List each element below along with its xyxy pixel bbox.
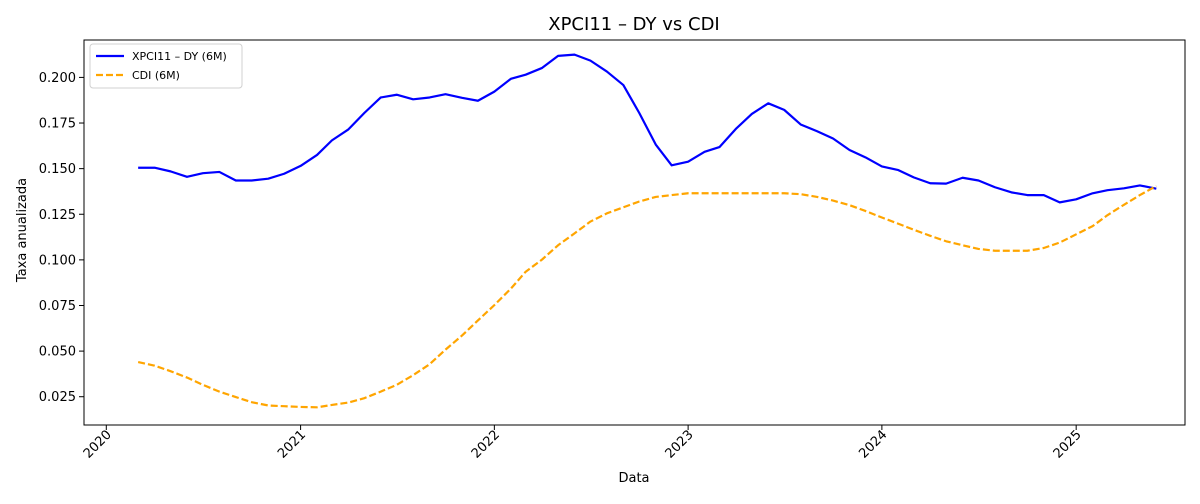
series-line-dy: [138, 53, 1157, 204]
y-tick-label: 0.150: [39, 162, 76, 177]
legend-label: XPCI11 – DY (6M): [132, 50, 227, 63]
y-tick-label: 0.025: [39, 390, 76, 405]
y-tick-label: 0.175: [39, 117, 76, 132]
plot-frame: [83, 39, 1186, 426]
y-tick-label: 0.100: [39, 253, 76, 268]
legend-box: [89, 43, 243, 89]
y-axis-label: Taxa anualizada: [15, 178, 30, 283]
y-tick-label: 0.075: [39, 299, 76, 314]
y-tick-label: 0.050: [39, 345, 76, 360]
y-tick-label: 0.200: [39, 71, 76, 86]
legend-label: CDI (6M): [132, 69, 180, 82]
x-axis-label: Data: [618, 471, 649, 486]
series-line-cdi: [137, 185, 1157, 409]
chart-title: XPCI11 – DY vs CDI: [548, 14, 720, 35]
y-tick-label: 0.125: [39, 208, 76, 223]
